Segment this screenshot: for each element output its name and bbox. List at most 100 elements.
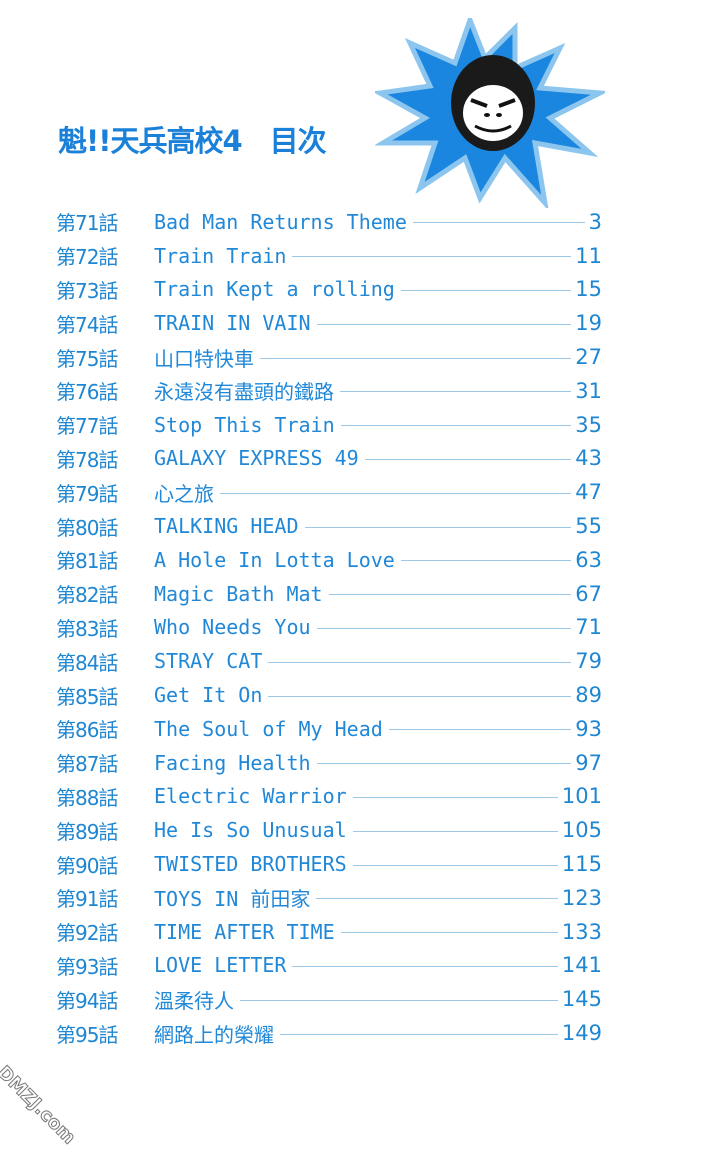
chapter-title: Get It On xyxy=(154,683,263,708)
chapter-number: 第87話 xyxy=(56,752,118,777)
chapter-number: 第88話 xyxy=(56,785,118,810)
toc-entry[interactable]: 第79話 心之旅 47 xyxy=(56,475,602,509)
leader-line xyxy=(364,458,572,460)
chapter-number: 第95話 xyxy=(56,1022,118,1047)
page-number: 55 xyxy=(575,514,602,539)
chapter-title: TOYS IN 前田家 xyxy=(154,887,311,912)
chapter-number: 第78話 xyxy=(56,447,118,472)
page-number: 79 xyxy=(575,649,602,674)
chapter-number: 第73話 xyxy=(56,278,118,303)
chapter-number: 第82話 xyxy=(56,583,118,608)
chapter-number: 第91話 xyxy=(56,887,118,912)
toc-entry[interactable]: 第82話 Magic Bath Mat 67 xyxy=(56,577,602,611)
chapter-title: LOVE LETTER xyxy=(154,953,287,978)
toc-entry[interactable]: 第71話 Bad Man Returns Theme 3 xyxy=(56,205,602,239)
page-number: 35 xyxy=(575,412,602,437)
page-number: 47 xyxy=(575,480,602,505)
page-number: 67 xyxy=(575,581,602,606)
toc-entry[interactable]: 第75話 山口特快車 27 xyxy=(56,340,602,374)
chapter-title: Electric Warrior xyxy=(154,784,347,809)
chapter-title: A Hole In Lotta Love xyxy=(154,547,395,572)
page-number: 71 xyxy=(575,615,602,640)
chapter-title: 網路上的榮耀 xyxy=(154,1022,274,1047)
page-number: 31 xyxy=(575,378,602,403)
chapter-title: Magic Bath Mat xyxy=(154,581,323,606)
chapter-title: Facing Health xyxy=(154,750,311,775)
toc-entry[interactable]: 第73話 Train Kept a rolling 15 xyxy=(56,273,602,307)
leader-line xyxy=(268,661,572,663)
chapter-title: Who Needs You xyxy=(154,615,311,640)
leader-line xyxy=(412,222,585,224)
chapter-number: 第94話 xyxy=(56,988,118,1013)
chapter-title: TIME AFTER TIME xyxy=(154,919,335,944)
leader-line xyxy=(304,526,572,528)
toc-entry[interactable]: 第85話 Get It On 89 xyxy=(56,678,602,712)
page-number: 63 xyxy=(575,547,602,572)
toc-entry[interactable]: 第87話 Facing Health 97 xyxy=(56,746,602,780)
page-number: 133 xyxy=(561,919,602,944)
leader-line xyxy=(260,357,572,359)
leader-line xyxy=(400,289,572,291)
toc-entry[interactable]: 第93話 LOVE LETTER 141 xyxy=(56,949,602,983)
page-number: 27 xyxy=(575,345,602,370)
toc-entry[interactable]: 第91話 TOYS IN 前田家 123 xyxy=(56,881,602,915)
chapter-number: 第74話 xyxy=(56,312,118,337)
chapter-number: 第85話 xyxy=(56,684,118,709)
page-number: 15 xyxy=(575,277,602,302)
page-title: 魁!!天兵高校4 目次 xyxy=(58,124,327,158)
page-number: 123 xyxy=(561,885,602,910)
toc-entry[interactable]: 第89話 He Is So Unusual 105 xyxy=(56,813,602,847)
toc-entry[interactable]: 第83話 Who Needs You 71 xyxy=(56,611,602,645)
leader-line xyxy=(400,560,572,562)
page-number: 93 xyxy=(575,716,602,741)
chapter-title: Bad Man Returns Theme xyxy=(154,209,407,234)
toc-entry[interactable]: 第92話 TIME AFTER TIME 133 xyxy=(56,915,602,949)
toc-entry[interactable]: 第77話 Stop This Train 35 xyxy=(56,408,602,442)
toc-entry[interactable]: 第88話 Electric Warrior 101 xyxy=(56,780,602,814)
chapter-title: He Is So Unusual xyxy=(154,818,347,843)
chapter-number: 第77話 xyxy=(56,414,118,439)
leader-line xyxy=(268,695,572,697)
chapter-number: 第72話 xyxy=(56,245,118,270)
toc-entry[interactable]: 第76話 永遠沒有盡頭的鐵路 31 xyxy=(56,374,602,408)
chapter-number: 第71話 xyxy=(56,211,118,236)
leader-line xyxy=(316,627,572,629)
chapter-title: TALKING HEAD xyxy=(154,514,299,539)
chapter-title: The Soul of My Head xyxy=(154,716,383,741)
toc-entry[interactable]: 第90話 TWISTED BROTHERS 115 xyxy=(56,847,602,881)
leader-line xyxy=(292,965,558,967)
page-number: 141 xyxy=(561,953,602,978)
chapter-number: 第76話 xyxy=(56,380,118,405)
page-number: 149 xyxy=(561,1021,602,1046)
toc-entry[interactable]: 第78話 GALAXY EXPRESS 49 43 xyxy=(56,442,602,476)
toc-entry[interactable]: 第74話 TRAIN IN VAIN 19 xyxy=(56,306,602,340)
chapter-title: GALAXY EXPRESS 49 xyxy=(154,446,359,471)
page-number: 115 xyxy=(561,852,602,877)
leader-line xyxy=(240,999,558,1001)
leader-line xyxy=(340,425,572,427)
leader-line xyxy=(352,796,558,798)
leader-line xyxy=(280,1033,558,1035)
leader-line xyxy=(316,323,572,325)
gorilla-starburst-icon xyxy=(375,18,605,208)
toc-entry[interactable]: 第86話 The Soul of My Head 93 xyxy=(56,712,602,746)
chapter-title: Train Kept a rolling xyxy=(154,277,395,302)
toc-entry[interactable]: 第81話 A Hole In Lotta Love 63 xyxy=(56,543,602,577)
leader-line xyxy=(292,256,572,258)
chapter-number: 第75話 xyxy=(56,346,118,371)
toc-entry[interactable]: 第94話 溫柔待人 145 xyxy=(56,982,602,1016)
page-number: 11 xyxy=(575,243,602,268)
chapter-number: 第81話 xyxy=(56,549,118,574)
page-number: 89 xyxy=(575,683,602,708)
chapter-number: 第84話 xyxy=(56,650,118,675)
toc-entry[interactable]: 第95話 網路上的榮耀 149 xyxy=(56,1016,602,1050)
chapter-number: 第89話 xyxy=(56,819,118,844)
page-number: 97 xyxy=(575,750,602,775)
toc-entry[interactable]: 第80話 TALKING HEAD 55 xyxy=(56,509,602,543)
chapter-title: 山口特快車 xyxy=(154,346,254,371)
chapter-title: TWISTED BROTHERS xyxy=(154,852,347,877)
toc-entry[interactable]: 第84話 STRAY CAT 79 xyxy=(56,644,602,678)
toc-entry[interactable]: 第72話 Train Train 11 xyxy=(56,239,602,273)
page-number: 101 xyxy=(561,784,602,809)
leader-line xyxy=(352,830,558,832)
